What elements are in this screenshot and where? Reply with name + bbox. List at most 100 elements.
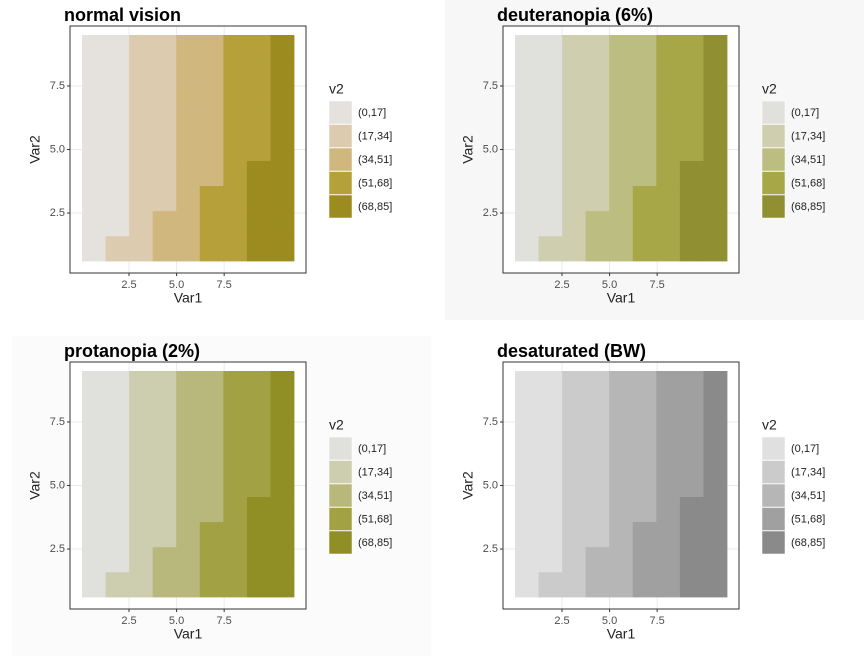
tile bbox=[199, 135, 224, 161]
tile bbox=[538, 496, 563, 523]
tile bbox=[176, 60, 201, 86]
tile bbox=[223, 160, 248, 187]
tile bbox=[176, 546, 201, 573]
tile bbox=[199, 35, 224, 61]
tile bbox=[270, 210, 295, 237]
tile bbox=[538, 396, 563, 422]
tile bbox=[656, 160, 681, 187]
legend-title: v2 bbox=[329, 81, 344, 97]
tile bbox=[105, 60, 130, 86]
legend-key bbox=[761, 194, 786, 219]
tile bbox=[609, 521, 634, 548]
tile bbox=[176, 235, 201, 262]
tile bbox=[246, 110, 271, 136]
tile bbox=[679, 185, 704, 212]
tile bbox=[82, 471, 106, 497]
tile bbox=[152, 35, 177, 61]
tile bbox=[679, 546, 704, 573]
tile bbox=[129, 35, 154, 61]
tile bbox=[632, 110, 657, 136]
y-tick-label: 2.5 bbox=[50, 207, 65, 219]
tile bbox=[609, 135, 634, 161]
tile bbox=[656, 421, 681, 447]
tile bbox=[176, 371, 201, 397]
tile bbox=[703, 371, 728, 397]
x-tick-label: 2.5 bbox=[554, 279, 569, 291]
tile bbox=[656, 60, 681, 86]
tile bbox=[703, 546, 728, 573]
x-tick-label: 5.0 bbox=[169, 615, 184, 627]
x-axis-title: Var1 bbox=[607, 626, 636, 642]
tile bbox=[538, 35, 563, 61]
tile bbox=[609, 85, 634, 111]
legend-label: (34,51] bbox=[358, 154, 392, 166]
tile bbox=[632, 185, 657, 212]
tile bbox=[152, 496, 177, 523]
legend-label: (34,51] bbox=[358, 490, 392, 502]
tile bbox=[679, 521, 704, 548]
tile bbox=[270, 471, 295, 497]
tile bbox=[515, 235, 539, 262]
tile bbox=[585, 60, 610, 86]
tile bbox=[82, 160, 106, 187]
tile bbox=[105, 571, 130, 598]
tile bbox=[703, 235, 728, 262]
tile bbox=[270, 521, 295, 548]
tile bbox=[199, 396, 224, 422]
tile bbox=[515, 521, 539, 548]
x-tick-label: 7.5 bbox=[650, 279, 665, 291]
tile bbox=[152, 471, 177, 497]
tile bbox=[223, 471, 248, 497]
tile bbox=[632, 371, 657, 397]
tile bbox=[562, 185, 587, 212]
tile bbox=[223, 110, 248, 136]
tile bbox=[129, 446, 154, 472]
tile bbox=[176, 571, 201, 598]
tile bbox=[82, 571, 106, 598]
tile bbox=[562, 396, 587, 422]
tile bbox=[562, 421, 587, 447]
legend-title: v2 bbox=[762, 417, 777, 433]
tile bbox=[609, 210, 634, 237]
tile bbox=[82, 235, 106, 262]
legend-key bbox=[761, 436, 786, 461]
tile bbox=[152, 521, 177, 548]
tile bbox=[199, 521, 224, 548]
tile bbox=[679, 235, 704, 262]
tile bbox=[679, 421, 704, 447]
x-tick-label: 2.5 bbox=[121, 615, 136, 627]
tile bbox=[538, 235, 563, 262]
legend-key bbox=[328, 436, 353, 461]
legend-label: (17,34] bbox=[791, 466, 825, 478]
tile bbox=[152, 571, 177, 598]
tile bbox=[105, 35, 130, 61]
tile bbox=[538, 185, 563, 212]
tile bbox=[129, 396, 154, 422]
tile bbox=[585, 85, 610, 111]
tile bbox=[105, 471, 130, 497]
tile bbox=[609, 421, 634, 447]
tile bbox=[562, 235, 587, 262]
x-axis-title: Var1 bbox=[607, 290, 636, 306]
tile bbox=[223, 210, 248, 237]
tile bbox=[538, 371, 563, 397]
tile bbox=[632, 85, 657, 111]
tile bbox=[515, 160, 539, 187]
tile bbox=[515, 60, 539, 86]
tile bbox=[515, 446, 539, 472]
legend-label: (51,68] bbox=[791, 513, 825, 525]
legend-key bbox=[328, 530, 353, 555]
tile bbox=[223, 496, 248, 523]
tile bbox=[105, 110, 130, 136]
tile bbox=[538, 521, 563, 548]
tile bbox=[246, 396, 271, 422]
tile bbox=[562, 571, 587, 598]
tile bbox=[270, 110, 295, 136]
tile bbox=[515, 546, 539, 573]
tile bbox=[129, 521, 154, 548]
tile bbox=[246, 546, 271, 573]
tile bbox=[585, 521, 610, 548]
legend-title: v2 bbox=[329, 417, 344, 433]
tile bbox=[609, 396, 634, 422]
tile bbox=[585, 446, 610, 472]
